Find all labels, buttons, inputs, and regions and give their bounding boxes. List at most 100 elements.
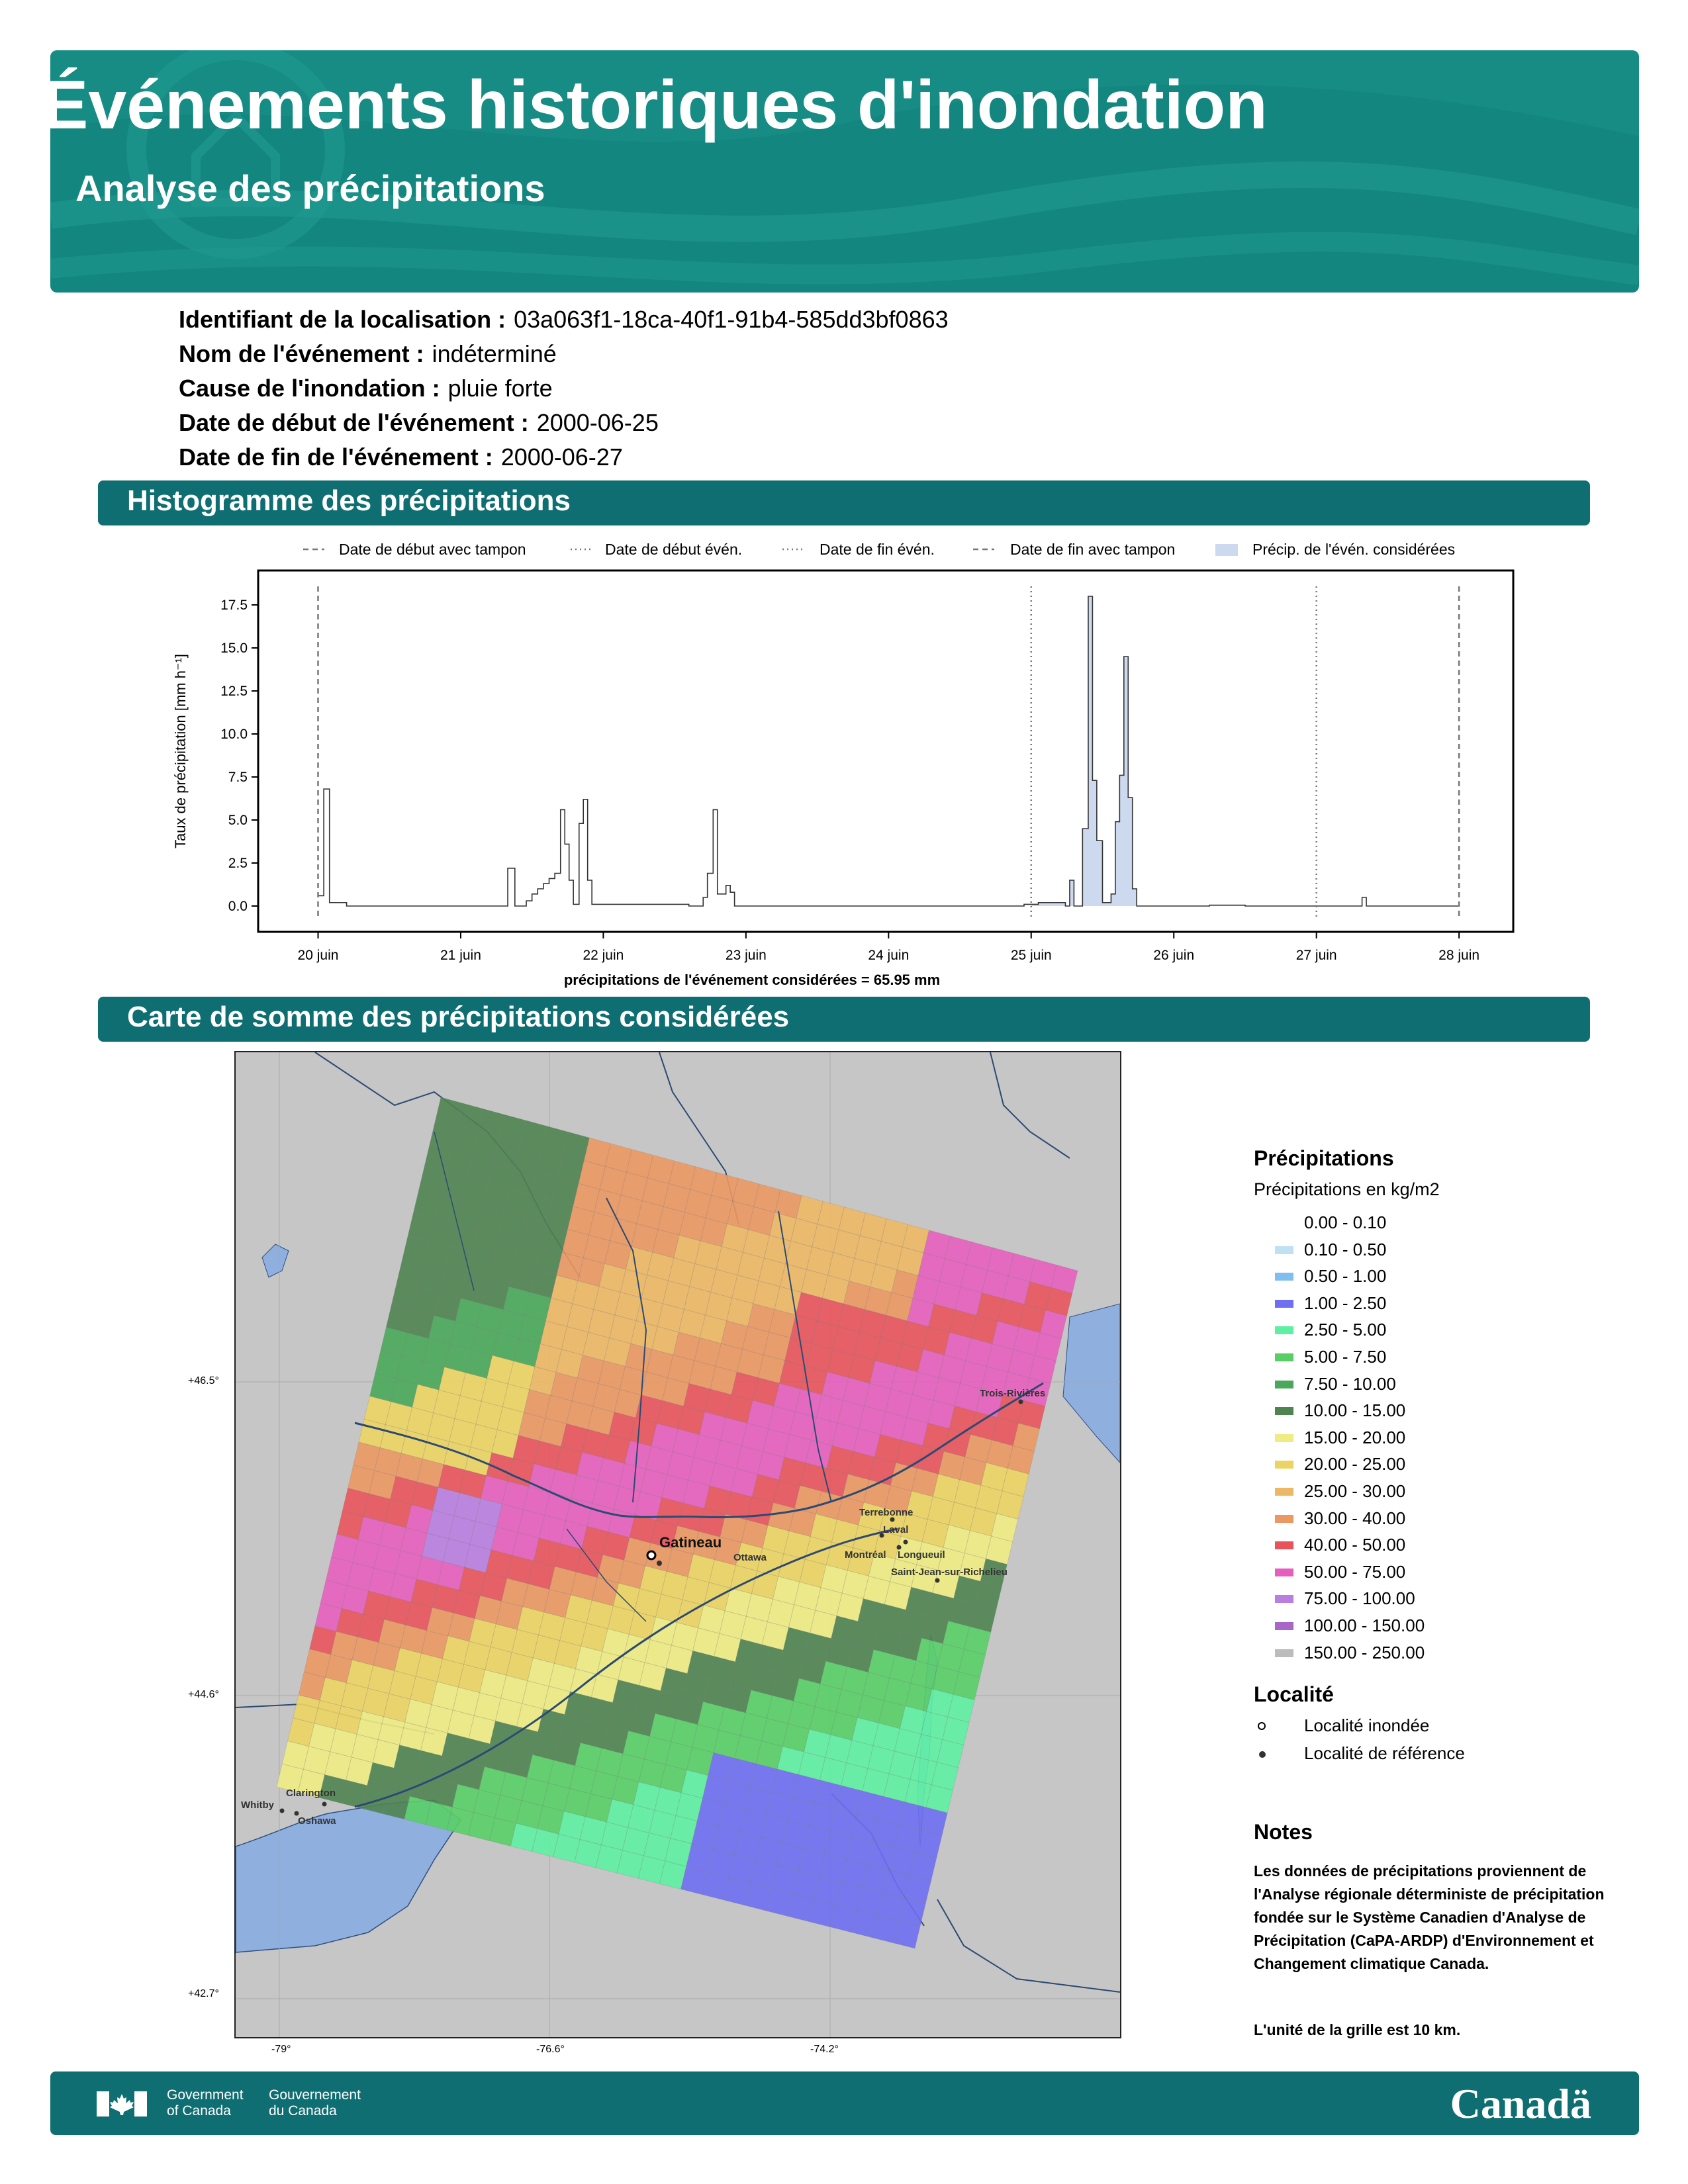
x-tick-label: 23 juin	[726, 948, 767, 963]
legend-class-label: 150.00 - 250.00	[1304, 1642, 1425, 1662]
y-tick-label: 17.5	[220, 598, 248, 613]
info-label: Nom de l'événement :	[179, 340, 424, 367]
small-lake	[261, 1244, 289, 1278]
city-label: Clarington	[286, 1788, 336, 1799]
x-tick-label: 28 juin	[1438, 948, 1479, 963]
x-tick-label: 26 juin	[1153, 948, 1194, 963]
legend-class-label: 0.50 - 1.00	[1304, 1266, 1387, 1287]
city-marker-laval[interactable]	[879, 1533, 884, 1538]
info-row-end-date: Date de fin de l'événement :2000-06-27	[179, 443, 623, 471]
legend-label: Date de début avec tampon	[339, 541, 526, 558]
lon-label: -79°	[271, 2044, 291, 2055]
city-marker-trois-rivieres[interactable]	[1018, 1399, 1023, 1404]
chart-legend: Date de début avec tampon Date de début …	[303, 541, 1455, 558]
legend-label: Date de fin évén.	[820, 541, 935, 558]
city-label: Laval	[883, 1524, 908, 1535]
y-tick-label: 12.5	[220, 684, 248, 699]
city-label: Terrebonne	[859, 1507, 913, 1518]
notes-title: Notes	[1254, 1820, 1313, 1844]
legend-swatch	[1275, 1461, 1293, 1469]
notes-text: Les données de précipitations proviennen…	[1254, 1862, 1605, 1972]
legend-swatch	[1275, 1246, 1293, 1254]
info-value: 2000-06-27	[500, 443, 623, 471]
ottawa-stlawrence-river	[354, 1382, 1044, 1518]
precipitation-histogram: Date de début avec tampon Date de début …	[172, 541, 1515, 988]
x-tick-label: 27 juin	[1296, 948, 1337, 963]
precipitation-map[interactable]: Gatineau Ottawa Terrebonne Laval Montréa…	[234, 1051, 1121, 2038]
y-tick-label: 2.5	[228, 856, 248, 871]
city-marker-oshawa[interactable]	[294, 1811, 299, 1816]
histogram-section-title: Histogramme des précipitations	[127, 484, 571, 517]
legend-class-label: 25.00 - 30.00	[1304, 1481, 1406, 1501]
legend-label: Date de fin avec tampon	[1010, 541, 1175, 558]
city-marker-longueuil[interactable]	[903, 1539, 908, 1545]
legend-swatch	[1275, 1407, 1293, 1416]
legend-swatch	[1275, 1219, 1293, 1227]
stlawrence-river	[354, 1527, 898, 1808]
lon-label: -74.2°	[810, 2044, 839, 2055]
info-value: indéterminé	[432, 340, 557, 367]
legend-class-label: 75.00 - 100.00	[1304, 1588, 1415, 1609]
reference-locality-label: Localité de référence	[1304, 1743, 1465, 1763]
info-label: Date de fin de l'événement :	[179, 443, 493, 471]
header-banner	[50, 50, 1639, 293]
y-axis: 0.0 2.5 5.0 7.5 10.0 12.5 15.0 17.5	[220, 598, 258, 914]
lake-ontario	[236, 1799, 462, 1953]
legend-class-label: 50.00 - 75.00	[1304, 1561, 1406, 1582]
legend-label: Date de début évén.	[605, 541, 742, 558]
info-value: 2000-06-25	[536, 409, 659, 436]
river-line	[937, 1899, 1120, 1993]
city-marker-clarington[interactable]	[322, 1801, 327, 1807]
legend-class-label: 100.00 - 150.00	[1304, 1615, 1425, 1635]
city-marker-terrebonne[interactable]	[890, 1517, 895, 1522]
legend-swatch	[1275, 1273, 1293, 1281]
x-tick-label: 24 juin	[868, 948, 909, 963]
map-canvas: Gatineau Ottawa Terrebonne Laval Montréa…	[236, 1052, 1120, 2037]
city-marker-ottawa[interactable]	[657, 1561, 662, 1566]
river-line	[434, 1131, 475, 1291]
map-section-bar: Carte de somme des précipitations consid…	[98, 997, 1590, 1042]
plot-frame	[257, 569, 1515, 933]
x-tick-label: 20 juin	[298, 948, 339, 963]
map-overlay: Gatineau Ottawa Terrebonne Laval Montréa…	[241, 1131, 1045, 1827]
gov-name-en: Government of Canada	[167, 2087, 244, 2118]
footer-bar: Government of Canada Gouvernement du Can…	[50, 2071, 1639, 2135]
legend-class-label: 7.50 - 10.00	[1304, 1373, 1396, 1394]
canada-wordmark: Canadä	[1450, 2080, 1591, 2127]
city-marker-whitby[interactable]	[279, 1808, 285, 1813]
legend-class-label: 0.00 - 0.10	[1304, 1212, 1387, 1232]
info-label: Cause de l'inondation :	[179, 375, 440, 402]
precip-step-series	[318, 596, 1460, 907]
legend-swatch	[1275, 1488, 1293, 1496]
legend-swatch-considered	[1215, 544, 1238, 556]
page-subtitle: Analyse des précipitations	[75, 167, 545, 209]
legend-class-label: 1.00 - 2.50	[1304, 1293, 1387, 1313]
plot-area	[317, 586, 1460, 917]
page-title: Événements historiques d'inondation	[42, 67, 1268, 144]
info-value: pluie forte	[447, 375, 553, 402]
map-section-title: Carte de somme des précipitations consid…	[127, 1001, 790, 1033]
histogram-section-bar: Histogramme des précipitations	[98, 480, 1590, 525]
legend-swatch	[1275, 1622, 1293, 1630]
grid-cell	[893, 1920, 921, 1949]
city-marker-montreal[interactable]	[896, 1545, 902, 1550]
y-tick-label: 10.0	[220, 727, 248, 742]
river-line	[606, 1197, 647, 1503]
info-row-location-id: Identifiant de la localisation : 03a063f1…	[179, 306, 949, 334]
city-marker-saint-jean[interactable]	[935, 1578, 940, 1583]
city-marker-gatineau[interactable]	[646, 1550, 657, 1561]
x-tick-label: 21 juin	[440, 948, 481, 963]
legend-swatch	[1275, 1649, 1293, 1657]
y-tick-label: 5.0	[228, 813, 248, 828]
legend-label: Précip. de l'évén. considérées	[1252, 541, 1455, 558]
legend-class-label: 40.00 - 50.00	[1304, 1535, 1406, 1555]
x-axis-label: précipitations de l'événement considérée…	[564, 972, 940, 988]
reference-locality-marker	[1259, 1751, 1266, 1758]
legend-subtitle: Précipitations en kg/m2	[1254, 1179, 1440, 1199]
banner-watermark	[50, 50, 1639, 285]
y-tick-label: 15.0	[220, 641, 248, 656]
flooded-locality-label: Localité inondée	[1304, 1715, 1430, 1735]
legend-title: Précipitations	[1254, 1146, 1394, 1170]
info-label: Date de début de l'événement :	[179, 409, 529, 436]
city-label: Gatineau	[659, 1534, 722, 1551]
